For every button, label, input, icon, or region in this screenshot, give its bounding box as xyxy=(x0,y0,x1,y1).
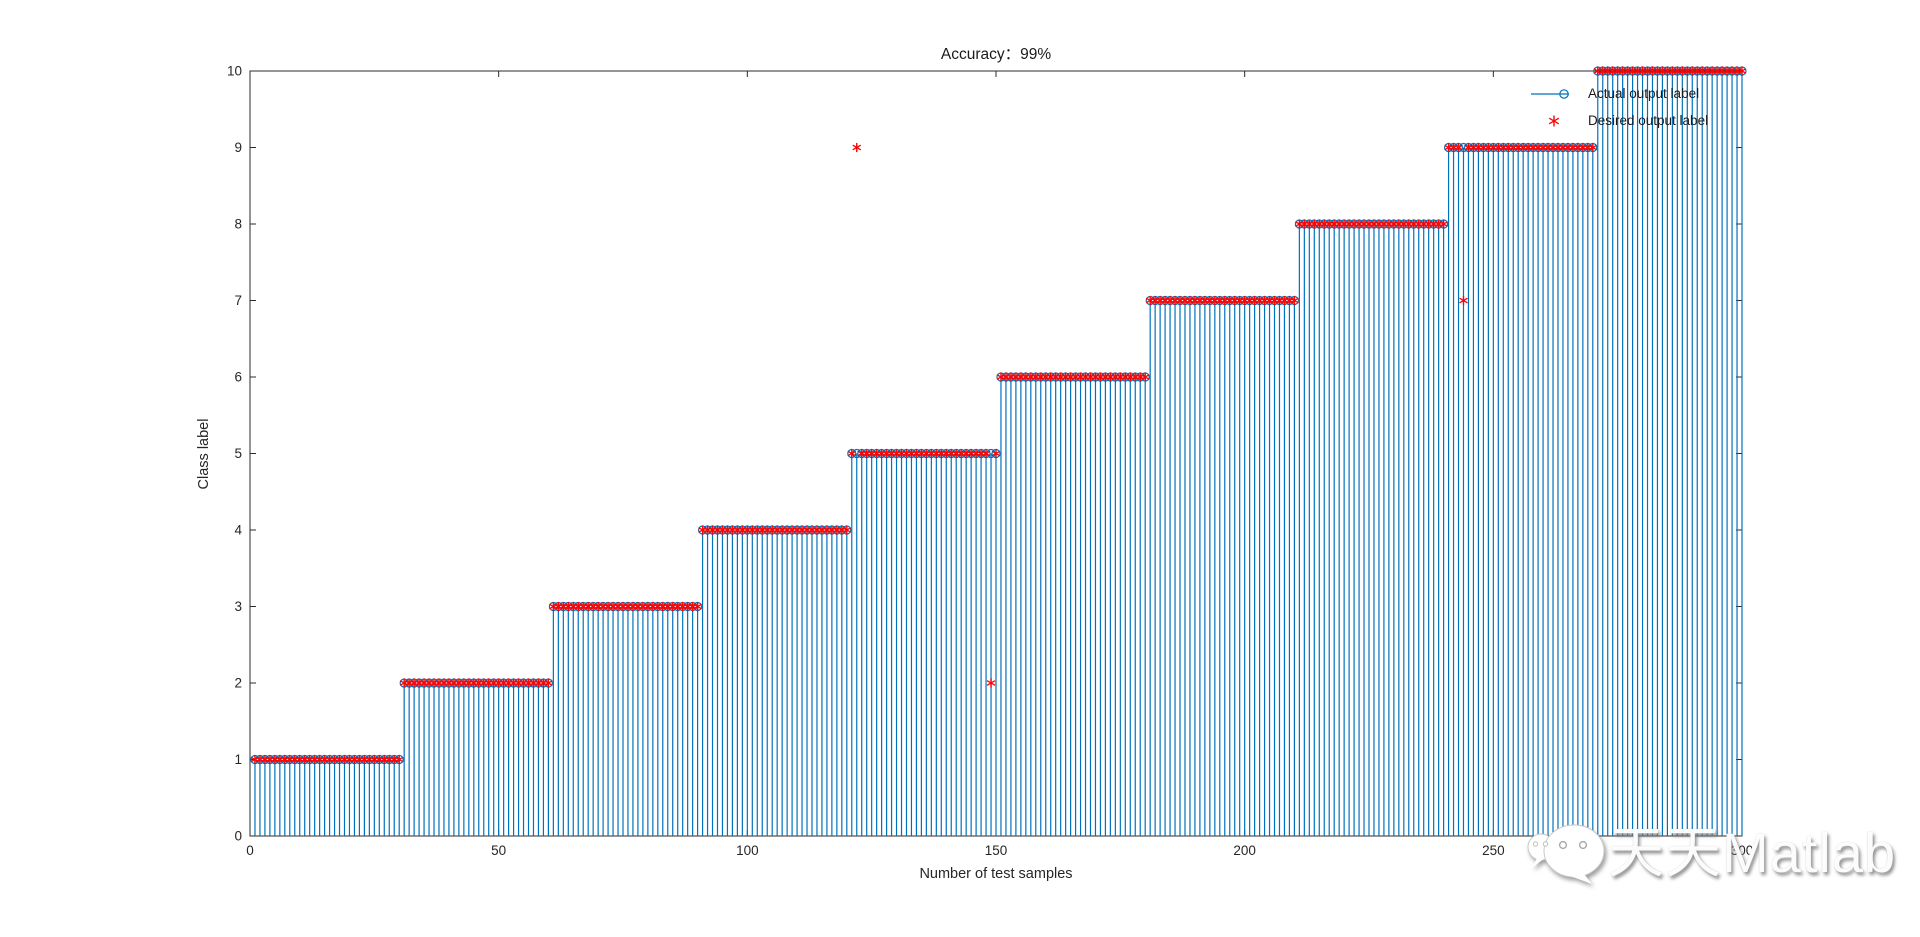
y-tick-label: 7 xyxy=(234,293,242,308)
x-tick-label: 150 xyxy=(985,843,1008,858)
desired-marker xyxy=(847,448,857,459)
y-tick-label: 2 xyxy=(234,676,242,691)
desired-marker xyxy=(1140,372,1150,382)
watermark-text: 天天Matlab xyxy=(1608,821,1897,884)
x-tick-label: 200 xyxy=(1233,843,1256,858)
desired-marker xyxy=(1737,66,1747,76)
y-tick-label: 8 xyxy=(234,217,242,232)
legend: Actual output label Desired output label xyxy=(1528,80,1708,134)
actual-output-markers xyxy=(250,66,1747,765)
stem-lines xyxy=(254,71,1743,836)
desired-marker xyxy=(394,754,404,765)
desired-marker xyxy=(693,601,702,612)
x-tick-label: 250 xyxy=(1482,843,1505,858)
y-tick-label: 6 xyxy=(234,370,242,385)
x-tick-label: 50 xyxy=(491,843,506,858)
desired-marker xyxy=(1439,219,1448,229)
y-axis-label: Class label xyxy=(196,418,212,490)
x-ticks: 0 50 100 150 200 250 300 xyxy=(246,71,1753,858)
desired-marker xyxy=(544,678,553,688)
desired-marker xyxy=(842,525,852,535)
watermark: 天天Matlab xyxy=(1524,818,1896,888)
legend-entry-desired: Desired output label xyxy=(1528,107,1708,134)
y-tick-label: 9 xyxy=(234,140,242,155)
y-tick-label: 5 xyxy=(234,446,242,461)
desired-marker xyxy=(991,448,1001,459)
x-axis-label: Number of test samples xyxy=(919,866,1073,882)
chart-title: Accuracy：99% xyxy=(940,46,1052,63)
x-tick-label: 300 xyxy=(1731,843,1754,858)
x-tick-label: 100 xyxy=(736,843,759,858)
desired-marker xyxy=(986,678,996,688)
desired-marker xyxy=(1290,295,1299,306)
asterisk-icon xyxy=(1548,115,1560,126)
desired-marker xyxy=(1459,295,1468,306)
y-tick-label: 4 xyxy=(234,523,242,538)
desired-marker xyxy=(1454,142,1463,153)
y-tick-label: 1 xyxy=(234,752,242,767)
legend-entry-actual: Actual output label xyxy=(1528,80,1708,107)
y-tick-label: 0 xyxy=(234,829,242,844)
desired-marker xyxy=(852,142,862,153)
desired-marker xyxy=(981,448,991,459)
legend-label-actual: Actual output label xyxy=(1588,86,1700,101)
x-tick-label: 0 xyxy=(246,843,254,858)
wechat-icon xyxy=(1527,824,1605,884)
desired-marker xyxy=(1588,142,1598,153)
y-ticks: 0 1 2 3 4 5 6 7 8 9 10 xyxy=(227,64,1742,844)
stem-circle-icon xyxy=(1531,88,1569,99)
y-tick-label: 10 xyxy=(227,64,242,79)
desired-output-markers xyxy=(250,66,1747,765)
y-tick-label: 3 xyxy=(234,599,242,614)
legend-label-desired: Desired output label xyxy=(1588,113,1709,128)
